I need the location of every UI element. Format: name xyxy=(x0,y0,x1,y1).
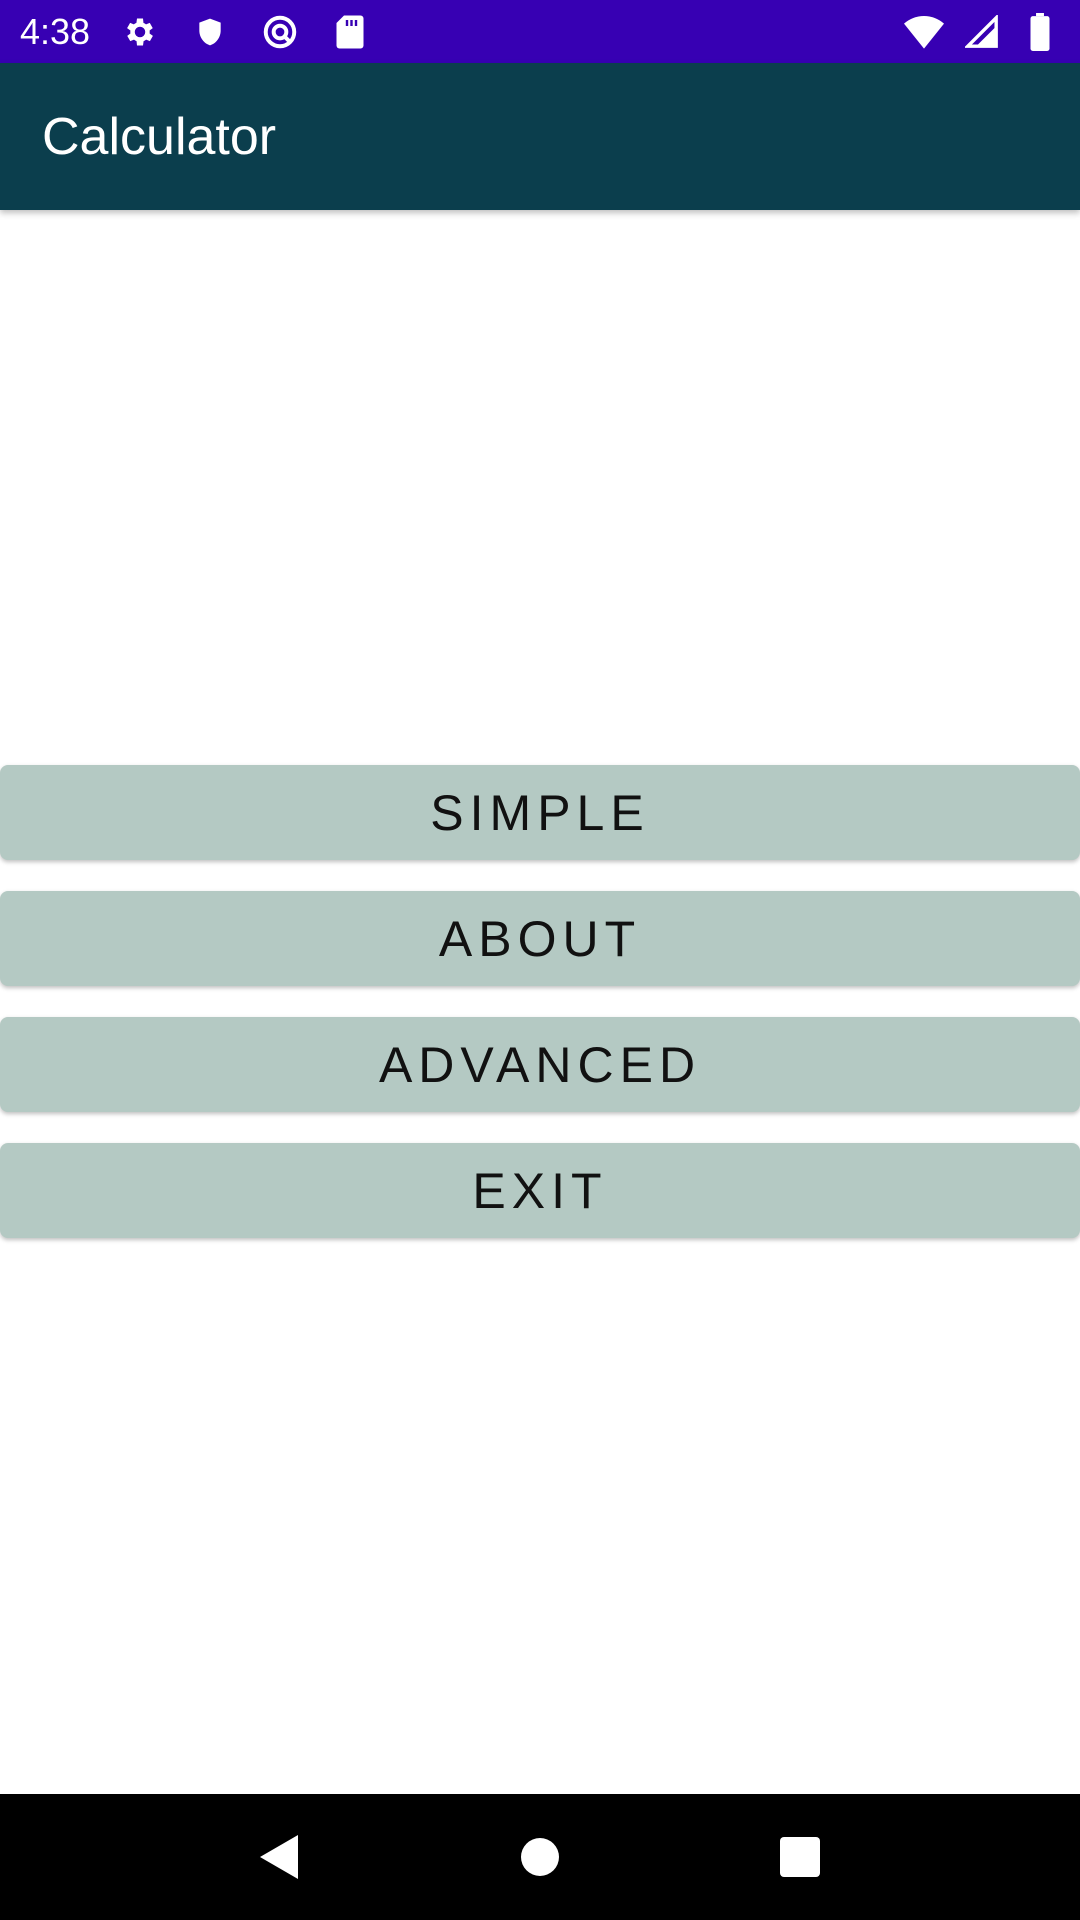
wifi-icon xyxy=(904,12,944,52)
sd-card-icon xyxy=(330,12,370,52)
battery-icon xyxy=(1020,12,1060,52)
navigation-bar xyxy=(0,1794,1080,1920)
status-right xyxy=(904,12,1060,52)
exit-button[interactable]: EXIT xyxy=(0,1143,1080,1238)
home-icon[interactable] xyxy=(500,1817,580,1897)
gear-icon xyxy=(120,12,160,52)
simple-button[interactable]: SIMPLE xyxy=(0,765,1080,860)
back-icon[interactable] xyxy=(240,1817,320,1897)
advanced-button[interactable]: ADVANCED xyxy=(0,1017,1080,1112)
shield-icon xyxy=(190,12,230,52)
vpn-key-icon xyxy=(260,12,300,52)
signal-icon xyxy=(962,12,1002,52)
status-left: 4:38 xyxy=(20,11,370,53)
app-bar: Calculator xyxy=(0,63,1080,210)
menu-button-list: SIMPLE ABOUT ADVANCED EXIT xyxy=(0,765,1080,1238)
about-button[interactable]: ABOUT xyxy=(0,891,1080,986)
recents-icon[interactable] xyxy=(760,1817,840,1897)
status-time: 4:38 xyxy=(20,10,91,52)
app-title: Calculator xyxy=(42,107,277,166)
status-bar: 4:38 xyxy=(0,0,1080,63)
